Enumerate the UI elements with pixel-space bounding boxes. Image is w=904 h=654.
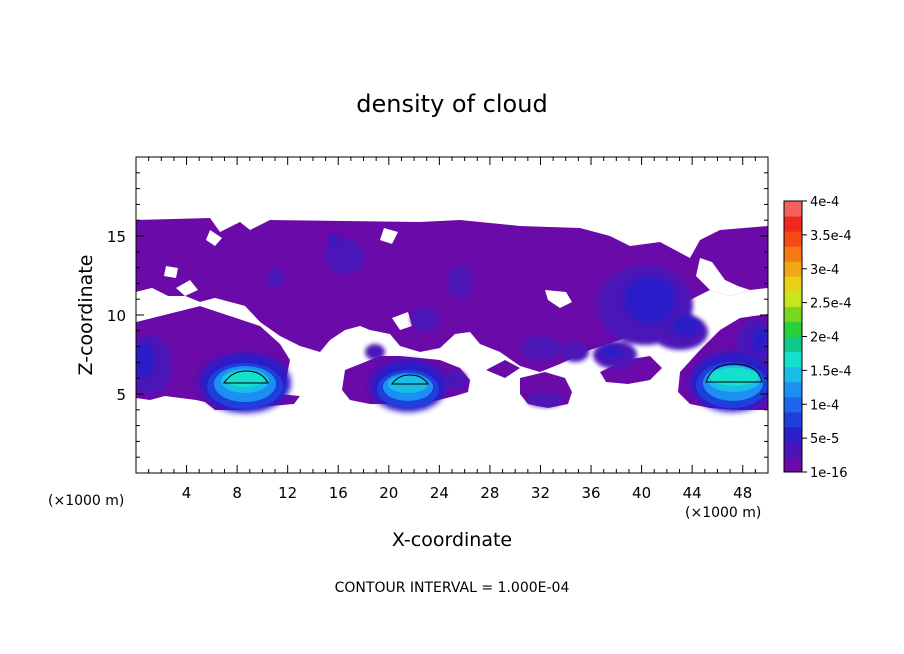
colorbar-swatch bbox=[784, 411, 802, 428]
colorbar-level-label: 5e-5 bbox=[810, 432, 839, 447]
colorbar-level-label: 2.5e-4 bbox=[810, 297, 852, 312]
x-tick-label: 4 bbox=[182, 484, 192, 502]
x-tick-label: 8 bbox=[232, 484, 242, 502]
convective-cell-right bbox=[690, 352, 768, 412]
colorbar-swatch bbox=[784, 291, 802, 307]
y-axis-label: Z-coordinate bbox=[75, 255, 97, 376]
x-tick-label: 48 bbox=[733, 484, 752, 502]
colorbar-swatch bbox=[784, 276, 802, 292]
cloud-region-high bbox=[136, 234, 768, 378]
y-tick-label: 5 bbox=[116, 386, 126, 404]
colorbar-swatch bbox=[784, 321, 802, 337]
x-tick-label: 40 bbox=[632, 484, 651, 502]
x-axis-label: X-coordinate bbox=[392, 529, 512, 551]
colorbar-level-label: 1.5e-4 bbox=[810, 364, 852, 379]
y-axis: 5 10 15 bbox=[107, 172, 768, 458]
x-tick-label: 36 bbox=[581, 484, 600, 502]
plot-area bbox=[136, 157, 768, 473]
colorbar-level-label: 3e-4 bbox=[810, 263, 839, 278]
colorbar-swatch bbox=[784, 366, 802, 383]
x-tick-label: 32 bbox=[531, 484, 550, 502]
colorbar-swatch bbox=[784, 201, 802, 217]
convective-cell-center bbox=[370, 360, 446, 412]
colorbar-swatch bbox=[784, 261, 802, 277]
colorbar-swatch bbox=[784, 306, 802, 322]
x-axis: 4 8 12 16 20 24 28 32 36 40 44 48 bbox=[148, 157, 756, 502]
colorbar: 1e-16 5e-5 1e-4 1.5e-4 2e-4 2.5e-4 3e-4 3.5e-4 4… bbox=[783, 195, 852, 481]
colorbar-swatch bbox=[784, 231, 802, 247]
convective-cell-left bbox=[199, 353, 291, 413]
colorbar-swatch bbox=[784, 336, 802, 353]
x-tick-label: 12 bbox=[278, 484, 297, 502]
chart-title: density of cloud bbox=[356, 90, 547, 118]
clear-air-gaps bbox=[136, 228, 750, 384]
x-tick-label: 28 bbox=[480, 484, 499, 502]
y-tick-label: 10 bbox=[107, 307, 126, 325]
x-tick-label: 20 bbox=[379, 484, 398, 502]
y-tick-label: 15 bbox=[107, 228, 126, 246]
x-tick-label: 16 bbox=[329, 484, 348, 502]
colorbar-swatch bbox=[784, 381, 802, 398]
colorbar-level-label: 3.5e-4 bbox=[810, 229, 852, 244]
x-unit-left: (×1000 m) bbox=[48, 493, 124, 509]
colorbar-swatch bbox=[784, 351, 802, 368]
colorbar-swatch bbox=[784, 426, 802, 443]
colorbar-swatch bbox=[784, 396, 802, 413]
colorbar-level-label: 1e-16 bbox=[810, 466, 848, 481]
colorbar-swatch bbox=[784, 456, 802, 473]
colorbar-swatch bbox=[784, 216, 802, 232]
colorbar-swatch bbox=[784, 441, 802, 458]
colorbar-level-label: 1e-4 bbox=[810, 398, 839, 413]
x-unit-right: (×1000 m) bbox=[685, 505, 761, 521]
x-tick-label: 44 bbox=[683, 484, 702, 502]
colorbar-level-label: 2e-4 bbox=[810, 331, 839, 346]
colorbar-level-label: 4e-4 bbox=[810, 195, 839, 210]
contour-interval-note: CONTOUR INTERVAL = 1.000E-04 bbox=[335, 580, 570, 596]
colorbar-swatch bbox=[784, 246, 802, 262]
x-tick-label: 24 bbox=[430, 484, 449, 502]
